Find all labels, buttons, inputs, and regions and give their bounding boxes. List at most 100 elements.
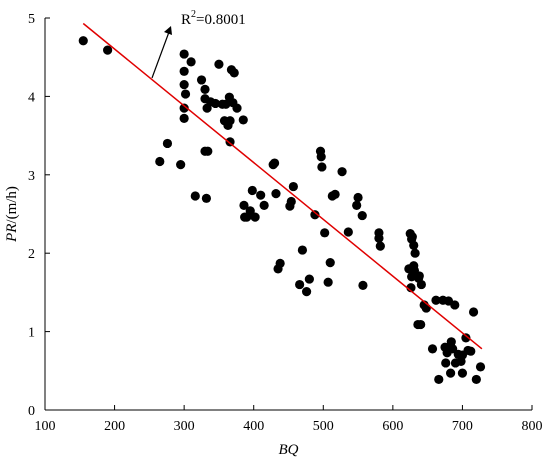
data-point [179, 80, 189, 90]
data-point [203, 146, 213, 156]
annotation-arrow [151, 31, 170, 79]
x-axis-title: BQ [279, 442, 299, 458]
data-point [352, 200, 362, 210]
x-axis-ticks: 100 200 300 400 500 600 700 800 [35, 405, 543, 434]
data-point [357, 210, 367, 221]
y-axis-title-unit: /(m/h) [4, 186, 20, 224]
data-point [155, 156, 165, 167]
y-tick-label: 0 [28, 404, 35, 419]
data-point [238, 115, 248, 125]
x-tick-label: 200 [104, 419, 125, 434]
data-point [162, 138, 173, 149]
data-point [179, 49, 189, 59]
data-point [186, 57, 196, 67]
y-axis-ticks: 0 1 2 3 4 5 [28, 12, 50, 419]
y-axis-title: PR/(m/h) [4, 186, 20, 243]
x-tick-label: 400 [243, 419, 264, 434]
y-tick-label: 4 [28, 90, 35, 105]
data-points [78, 36, 486, 385]
data-point [450, 300, 460, 310]
data-point [310, 210, 320, 220]
data-point [431, 295, 441, 305]
x-tick-label: 600 [382, 419, 403, 434]
data-point [259, 200, 269, 210]
data-point [286, 196, 296, 207]
data-point [232, 103, 242, 113]
data-point [250, 212, 260, 222]
x-tick-label: 300 [174, 419, 195, 434]
data-point [176, 160, 186, 170]
data-point [317, 162, 327, 172]
data-point [457, 368, 468, 378]
data-point [214, 59, 224, 69]
data-point [325, 258, 335, 268]
data-point [316, 152, 326, 162]
data-point [416, 279, 426, 290]
r-squared-label: R2=0.8001 [181, 9, 246, 28]
data-point [407, 232, 417, 242]
data-point [179, 103, 189, 113]
data-point [434, 374, 444, 385]
data-point [446, 368, 456, 378]
data-point [427, 344, 438, 354]
data-point [225, 137, 235, 147]
x-tick-label: 500 [313, 419, 334, 434]
y-tick-label: 1 [28, 326, 35, 341]
x-tick-label: 800 [522, 419, 543, 434]
data-point [229, 68, 239, 78]
data-point [275, 258, 285, 268]
data-point [190, 191, 200, 201]
y-tick-label: 5 [28, 12, 35, 27]
data-point [337, 167, 347, 177]
data-point [358, 280, 368, 290]
data-point [245, 206, 255, 216]
plot-area: 100 200 300 400 500 600 700 800 0 1 2 3 4 5 R2=0.800… [28, 9, 543, 434]
data-point [414, 271, 424, 281]
data-point [304, 274, 314, 284]
annotation-arrow-head [164, 26, 172, 35]
data-point [468, 307, 479, 317]
data-point [239, 200, 249, 210]
data-point [323, 277, 333, 287]
data-point [461, 333, 471, 343]
data-point [256, 190, 266, 200]
r-squared-superscript: 2 [191, 9, 196, 20]
data-point [201, 193, 212, 203]
x-tick-label: 100 [35, 419, 56, 434]
data-point [210, 98, 221, 109]
data-point [103, 45, 113, 55]
data-point [421, 303, 431, 313]
data-point [180, 89, 191, 99]
data-point [225, 116, 235, 126]
data-point [297, 245, 308, 255]
r-squared-base: R [181, 12, 191, 28]
x-tick-label: 700 [452, 419, 473, 434]
data-point [475, 362, 486, 372]
data-point [374, 233, 384, 243]
data-point [295, 279, 305, 290]
y-tick-label: 3 [28, 169, 35, 184]
data-point [466, 346, 476, 356]
data-point [446, 337, 456, 347]
data-point [288, 181, 298, 192]
data-point [343, 227, 353, 237]
data-point [375, 241, 385, 251]
data-point [409, 240, 419, 250]
data-point [196, 75, 207, 85]
data-point [179, 66, 189, 76]
data-point [320, 228, 330, 238]
data-point [200, 84, 210, 94]
y-axis-title-symbol: PR [4, 224, 20, 243]
r-squared-value: =0.8001 [196, 12, 246, 28]
data-point [78, 36, 88, 46]
data-point [441, 358, 451, 368]
data-point [353, 192, 363, 203]
data-point [301, 287, 312, 297]
data-point [471, 374, 481, 385]
regression-line [82, 22, 483, 350]
data-point [247, 185, 257, 196]
r-squared-annotation: R2=0.8001 [151, 9, 246, 79]
data-point [410, 248, 420, 258]
data-point [221, 99, 231, 109]
